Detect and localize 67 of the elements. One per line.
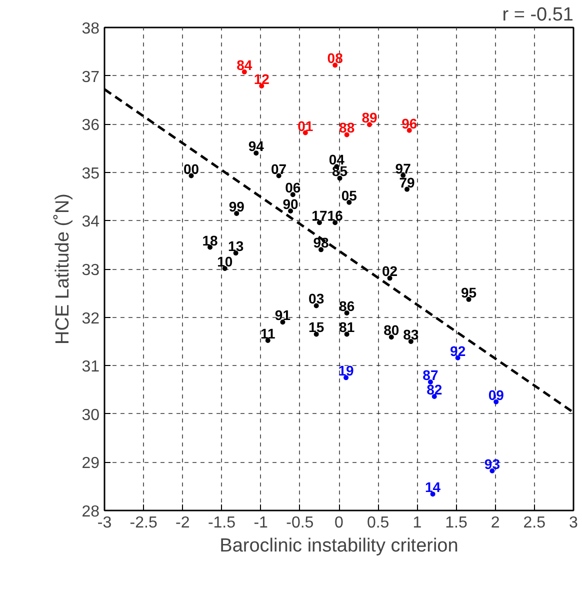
y-tick-label: 36: [82, 117, 100, 134]
y-tick-label: 28: [82, 504, 100, 520]
annotation: 88: [339, 120, 355, 136]
annotation: 14: [425, 479, 441, 496]
annotation: 99: [228, 198, 245, 214]
annotation: 91: [274, 307, 291, 324]
point: [430, 492, 436, 497]
point: [316, 220, 322, 226]
annotation: 15: [308, 319, 324, 336]
y-tick-label: 34: [82, 214, 100, 231]
annotation: 12: [254, 70, 270, 87]
text: r = -0.51: [502, 4, 574, 26]
annotation: 83: [403, 326, 419, 342]
annotation: 02: [382, 263, 398, 280]
y-tick-label: 29: [82, 455, 100, 472]
annotation: 95: [460, 284, 477, 300]
annotation: 07: [271, 160, 287, 177]
annotation: 09: [488, 386, 504, 403]
annotation: 93: [484, 456, 500, 472]
y-axis-title: HCE Latitude (˚N): [52, 193, 74, 344]
x-tick-label: -2.5: [130, 514, 158, 532]
annotation: 87: [422, 367, 438, 384]
annotation: 96: [402, 115, 418, 132]
annotation: 05: [341, 187, 358, 204]
x-tick-label: -2: [176, 514, 190, 532]
annotation: 06: [285, 180, 301, 196]
annotation: 08: [327, 50, 344, 66]
x-tick-label: -1: [254, 514, 268, 532]
y-tick-label: 37: [82, 68, 100, 86]
annotation: 80: [384, 322, 400, 338]
x-tick-label: 2.5: [523, 514, 546, 532]
annotation: 97: [395, 160, 412, 176]
y-tick-label: 32: [82, 310, 100, 328]
x-tick-label: -0.5: [286, 514, 314, 532]
x-tick-label: 0.5: [366, 514, 390, 532]
x-tick-label: 3: [569, 514, 578, 532]
annotation: 16: [327, 208, 344, 224]
x-tick-label: 1.5: [445, 514, 468, 532]
annotation: 82: [426, 382, 442, 398]
annotation: 19: [338, 362, 354, 379]
annotation: 84: [236, 56, 252, 73]
annotation: 79: [399, 174, 416, 190]
y-tick-label: 30: [82, 406, 100, 424]
annotation: 11: [260, 325, 276, 342]
annotation: 03: [308, 290, 324, 307]
x-tick-label: -3: [97, 514, 112, 532]
annotation: 89: [362, 110, 378, 126]
annotation: 00: [183, 160, 200, 177]
annotation: 10: [217, 254, 233, 270]
annotation: 81: [339, 319, 355, 336]
annotation: 90: [282, 196, 299, 212]
y-tick-label: 31: [82, 358, 100, 376]
annotation: 18: [202, 232, 218, 248]
annotation: 92: [450, 342, 466, 359]
x-tick-label: 1: [412, 514, 422, 532]
annotation: 13: [228, 238, 244, 254]
annotation: 94: [248, 138, 264, 154]
y-tick-label: 35: [82, 165, 100, 182]
annotation: 86: [339, 298, 355, 314]
y-tick-label: 38: [82, 20, 100, 38]
x-axis-title: Baroclinic instability criterion: [220, 536, 458, 556]
x-tick-label: 2: [490, 514, 500, 532]
x-tick-label: 0: [334, 514, 344, 532]
y-tick-label: 33: [82, 262, 100, 279]
annotation: 17: [312, 208, 328, 224]
x-tick-label: -1.5: [208, 514, 236, 532]
annotation: 01: [298, 118, 314, 134]
